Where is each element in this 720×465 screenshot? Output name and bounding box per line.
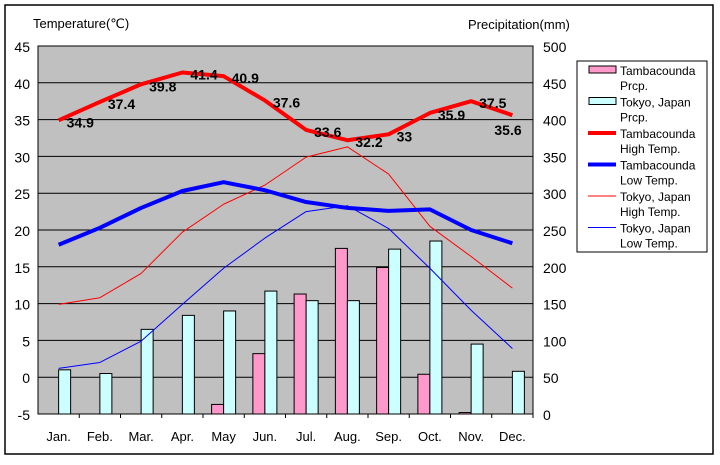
month-label: Apr. xyxy=(171,429,194,444)
legend-label: Prcp. xyxy=(620,111,648,125)
month-label: Jun. xyxy=(253,429,278,444)
left-axis-title: Temperature(℃) xyxy=(33,16,129,31)
temp-line xyxy=(57,70,514,143)
temp-line xyxy=(57,180,513,247)
month-label: Mar. xyxy=(128,429,153,444)
precip-bar xyxy=(252,353,266,415)
right-axis-title: Precipitation(mm) xyxy=(468,17,570,32)
legend-label: Tokyo, Japan xyxy=(620,190,691,204)
left-tick-label: 45 xyxy=(14,39,30,55)
precip-bar xyxy=(346,300,360,415)
month-label: Feb. xyxy=(87,429,113,444)
left-tick-label: 10 xyxy=(14,297,30,313)
precip-bar xyxy=(181,314,195,415)
right-tick-label: 400 xyxy=(543,113,567,129)
precip-bar xyxy=(376,267,390,415)
data-label: 37.4 xyxy=(108,96,135,112)
data-label: 41.4 xyxy=(190,66,217,82)
left-tick-label: 25 xyxy=(14,186,30,202)
month-label: Sep. xyxy=(375,429,402,444)
right-tick-label: 500 xyxy=(543,39,567,55)
legend-label: High Temp. xyxy=(620,142,680,156)
legend-label: Prcp. xyxy=(620,79,648,93)
precip-bar xyxy=(429,240,443,415)
precip-bar xyxy=(388,248,402,415)
right-tick-label: 350 xyxy=(543,149,567,165)
right-tick-label: 100 xyxy=(543,333,567,349)
right-tick-label: 50 xyxy=(543,370,559,386)
right-tick-label: 300 xyxy=(543,186,567,202)
data-label: 35.6 xyxy=(494,122,521,138)
legend-swatch xyxy=(588,65,617,74)
legend-label: Low Temp. xyxy=(620,237,678,251)
temp-line xyxy=(58,146,513,305)
legend-label: Low Temp. xyxy=(620,174,678,188)
precip-bar xyxy=(211,403,225,415)
legend-label: Tambacounda xyxy=(620,159,696,173)
left-tick-label: -5 xyxy=(18,407,31,423)
right-tick-label: 150 xyxy=(543,297,567,313)
data-label: 33.6 xyxy=(314,124,341,140)
data-label: 40.9 xyxy=(232,70,259,86)
legend-swatch xyxy=(588,97,617,105)
month-label: Aug. xyxy=(334,429,361,444)
left-tick-label: 5 xyxy=(22,333,30,349)
precip-bar xyxy=(264,290,278,415)
left-tick-label: 30 xyxy=(14,149,30,165)
precip-bar xyxy=(511,370,525,415)
precip-bar xyxy=(305,300,319,415)
month-label: Nov. xyxy=(458,429,484,444)
legend-label: Tokyo, Japan xyxy=(620,222,691,236)
precip-bar xyxy=(58,369,72,415)
legend-label: High Temp. xyxy=(620,205,680,219)
left-tick-label: 40 xyxy=(14,76,30,92)
legend-label: Tambacounda xyxy=(620,127,696,141)
month-label: May xyxy=(211,429,236,444)
precip-bar xyxy=(99,373,113,415)
month-label: Jul. xyxy=(296,429,316,444)
legend-box xyxy=(576,60,708,253)
left-tick-label: 0 xyxy=(22,370,30,386)
legend-label: Tokyo, Japan xyxy=(620,96,691,110)
right-tick-label: 200 xyxy=(543,260,567,276)
precip-bar xyxy=(140,328,154,415)
precip-bar xyxy=(417,373,431,415)
precip-bar xyxy=(334,247,348,415)
data-label: 32.2 xyxy=(355,134,382,150)
month-label: Jan. xyxy=(46,429,71,444)
temp-line xyxy=(58,205,513,369)
right-tick-label: 250 xyxy=(543,223,567,239)
data-label: 33 xyxy=(397,128,413,144)
right-tick-label: 450 xyxy=(543,76,567,92)
precip-bar xyxy=(293,293,307,415)
data-label: 39.8 xyxy=(149,78,176,94)
precip-bar xyxy=(470,343,484,415)
month-label: Oct. xyxy=(418,429,442,444)
left-tick-label: 35 xyxy=(14,113,30,129)
data-label: 34.9 xyxy=(67,114,94,130)
month-label: Dec. xyxy=(499,429,526,444)
left-tick-label: 15 xyxy=(14,260,30,276)
legend-label: Tambacounda xyxy=(620,64,696,78)
precip-bar xyxy=(223,310,237,415)
left-tick-label: 20 xyxy=(14,223,30,239)
right-tick-label: 0 xyxy=(543,407,551,423)
precip-bar xyxy=(458,412,472,415)
data-label: 37.5 xyxy=(479,95,506,111)
data-label: 37.6 xyxy=(273,94,300,110)
data-label: 35.9 xyxy=(438,107,465,123)
